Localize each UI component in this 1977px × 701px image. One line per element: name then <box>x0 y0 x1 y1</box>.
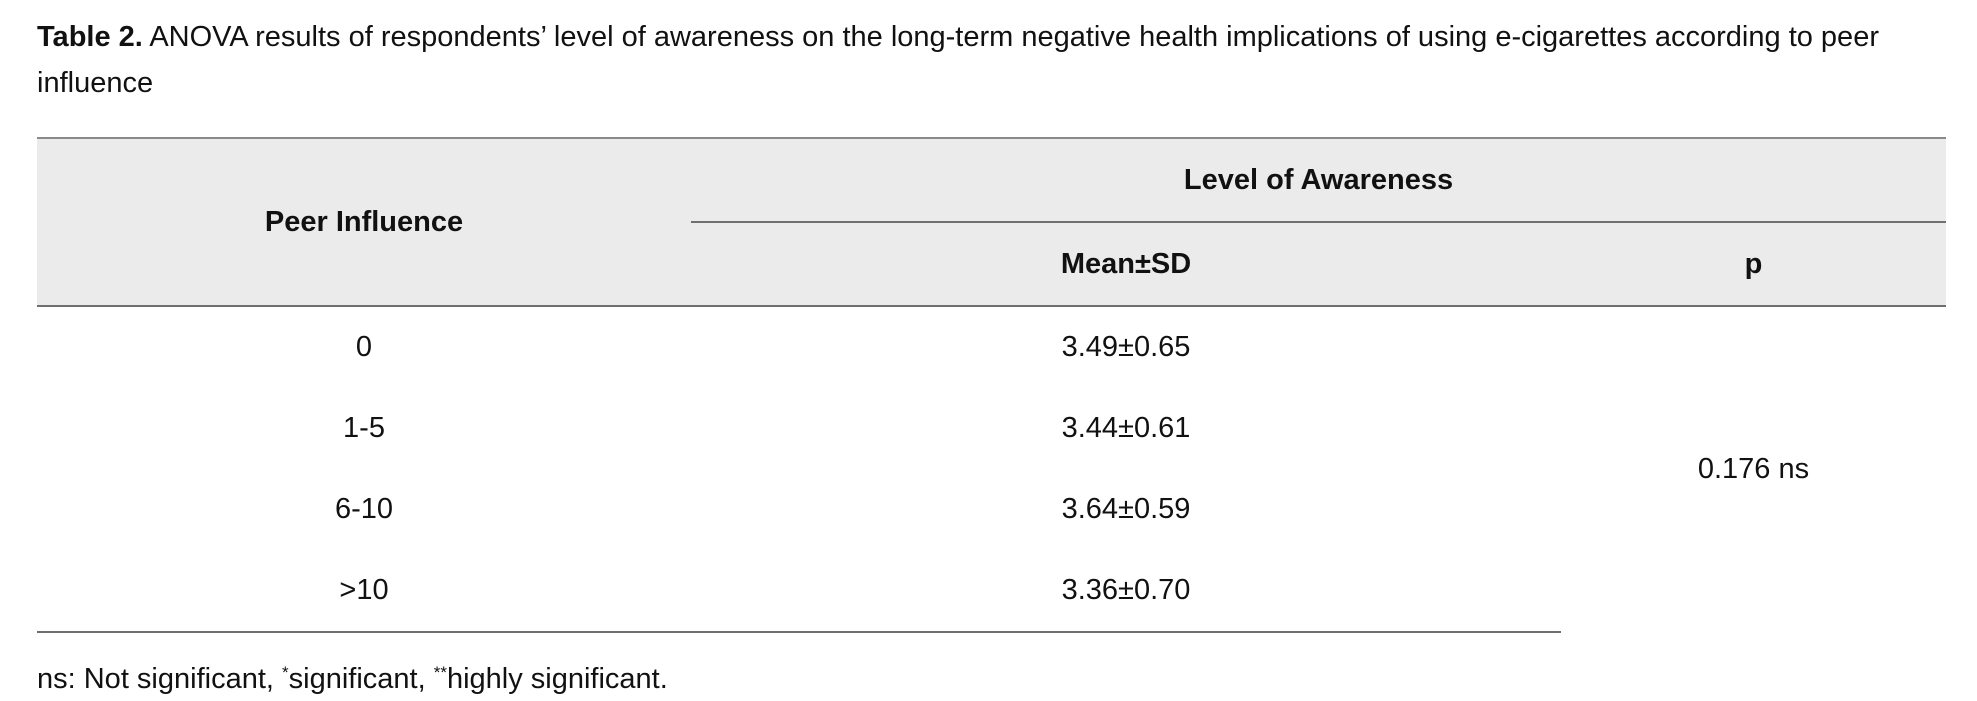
cell-mean-sd: 3.64±0.59 <box>1061 493 1191 525</box>
table-row: 6-10 3.64±0.59 <box>37 469 1946 550</box>
table-footnote: ns: Not significant, *significant, **hig… <box>37 653 668 699</box>
table-caption: Table 2. ANOVA results of respondents’ l… <box>37 14 1946 106</box>
table-row: 0 3.49±0.65 0.176 ns <box>37 306 1946 485</box>
header-mean-sd: Mean±SD <box>691 222 1561 307</box>
header-p: p <box>1561 222 1946 307</box>
table-row: 1-5 3.44±0.61 <box>37 388 1946 469</box>
footnote-high-mark: ** <box>433 663 447 682</box>
header-peer-influence: Peer Influence <box>37 137 691 307</box>
footnote-ns: ns: Not significant, <box>37 663 282 695</box>
cell-p-value: 0.176 ns <box>1697 453 1810 485</box>
table-caption-label: Table 2. <box>37 21 143 53</box>
paper-page: Table 2. ANOVA results of respondents’ l… <box>37 0 1946 701</box>
cell-mean-sd: 3.49±0.65 <box>1061 331 1191 363</box>
table-caption-text: ANOVA results of respondents’ level of a… <box>37 21 1879 99</box>
anova-results-table: Peer Influence Level of Awareness Mean±S… <box>37 137 1946 633</box>
cell-peer: 0 <box>355 331 373 363</box>
cell-mean-sd: 3.44±0.61 <box>1061 412 1191 444</box>
cell-peer: >10 <box>37 550 691 633</box>
footnote-sig-mark: * <box>282 663 289 682</box>
header-level-of-awareness: Level of Awareness <box>691 137 1946 223</box>
footnote-high: highly significant. <box>446 663 668 695</box>
table-row: >10 3.36±0.70 <box>37 550 1946 633</box>
cell-peer: 6-10 <box>334 493 394 525</box>
cell-peer: 1-5 <box>343 412 385 444</box>
footnote-sig: significant, <box>288 663 434 695</box>
cell-mean-sd: 3.36±0.70 <box>691 550 1561 633</box>
